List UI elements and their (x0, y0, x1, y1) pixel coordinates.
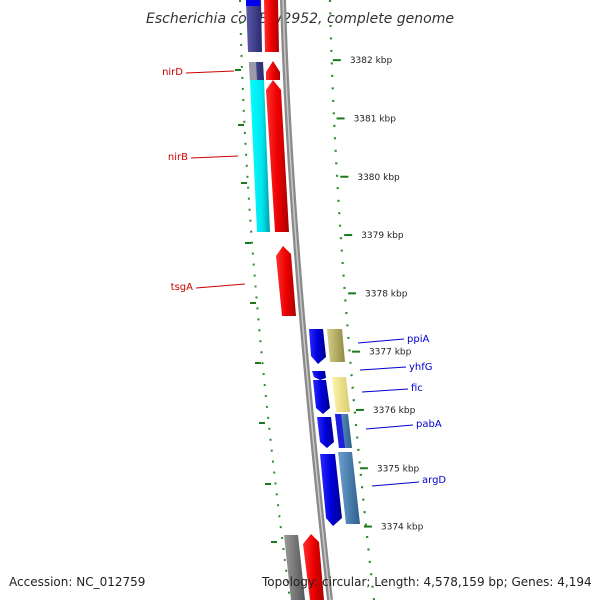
gene-label-nirB[interactable]: nirB (168, 152, 188, 163)
kbp-ruler: 3382 kbp 3381 kbp 3380 kbp 3379 kbp 3378 kbp… (332, 56, 424, 533)
blue-feature-pabA-inner (335, 414, 345, 448)
outer-dotted-guide (328, 0, 376, 600)
red-feature-nirD (266, 61, 280, 80)
blue-feature-argD (320, 454, 342, 526)
khaki-feature-fic (332, 377, 350, 412)
gene-label-fic[interactable]: fic (411, 383, 423, 394)
blue-feature-yhfG (312, 371, 326, 380)
gene-leader-ppiA (357, 338, 405, 344)
dotted-guides (239, 0, 376, 600)
left-features (246, 0, 270, 232)
gene-leader-nirB (190, 155, 239, 159)
gene-label-yhfG[interactable]: yhfG (409, 362, 433, 373)
blue-feature-ppiA (309, 329, 326, 364)
red-feature-bottom (303, 534, 324, 600)
ruler-label: 3382 kbp (350, 56, 393, 66)
ruler-label: 3379 kbp (361, 231, 404, 241)
reverse-features (309, 329, 360, 526)
gene-label-argD[interactable]: argD (422, 475, 446, 486)
blue-feature-fic (313, 380, 330, 414)
ruler-label: 3376 kbp (373, 406, 416, 416)
map-title: Escherichia coli BW2952, complete genome (146, 11, 454, 27)
red-feature-tsgA (276, 246, 296, 316)
gene-leader-fic (361, 388, 409, 393)
gene-leader-pabA (365, 424, 414, 430)
olive-feature-ppiA (327, 329, 345, 362)
red-feature-nirB (266, 80, 289, 232)
ruler-label: 3378 kbp (365, 289, 408, 299)
ruler-label: 3381 kbp (354, 114, 397, 124)
bottom-features (284, 534, 324, 600)
gene-label-ppiA[interactable]: ppiA (407, 334, 429, 345)
steel-feature-argD (338, 452, 360, 524)
red-feature-top (264, 0, 279, 52)
right-gene-labels: ppiA yhfG fic pabA argD (357, 334, 446, 487)
ruler-label: 3377 kbp (369, 348, 412, 358)
gene-leader-yhfG (359, 366, 407, 371)
gene-label-nirD[interactable]: nirD (162, 67, 183, 78)
gene-label-tsgA[interactable]: tsgA (171, 282, 193, 293)
blue-feature-top (246, 0, 260, 6)
gene-leader-argD (371, 481, 420, 487)
ruler-label: 3375 kbp (377, 464, 420, 474)
cyan-feature-nirB (250, 80, 270, 232)
blue-feature-pabA (317, 417, 334, 448)
grey-feature-nirD (249, 62, 257, 80)
forward-features (264, 0, 296, 316)
ruler-label: 3380 kbp (357, 173, 400, 183)
navy-feature-top (246, 0, 262, 52)
genome-summary: Topology: circular; Length: 4,578,159 bp… (262, 575, 592, 589)
inner-tick-marks (235, 69, 277, 543)
genome-backbone-highlight (282, 0, 331, 600)
gene-leader-tsgA (195, 283, 246, 289)
ruler-label: 3374 kbp (381, 523, 424, 533)
left-gene-labels: nirD nirB tsgA (162, 67, 246, 293)
gene-leader-nirD (185, 70, 235, 74)
grey-feature-bottom (284, 535, 305, 600)
gene-label-pabA[interactable]: pabA (416, 419, 442, 430)
accession-label: Accession: NC_012759 (9, 575, 146, 589)
